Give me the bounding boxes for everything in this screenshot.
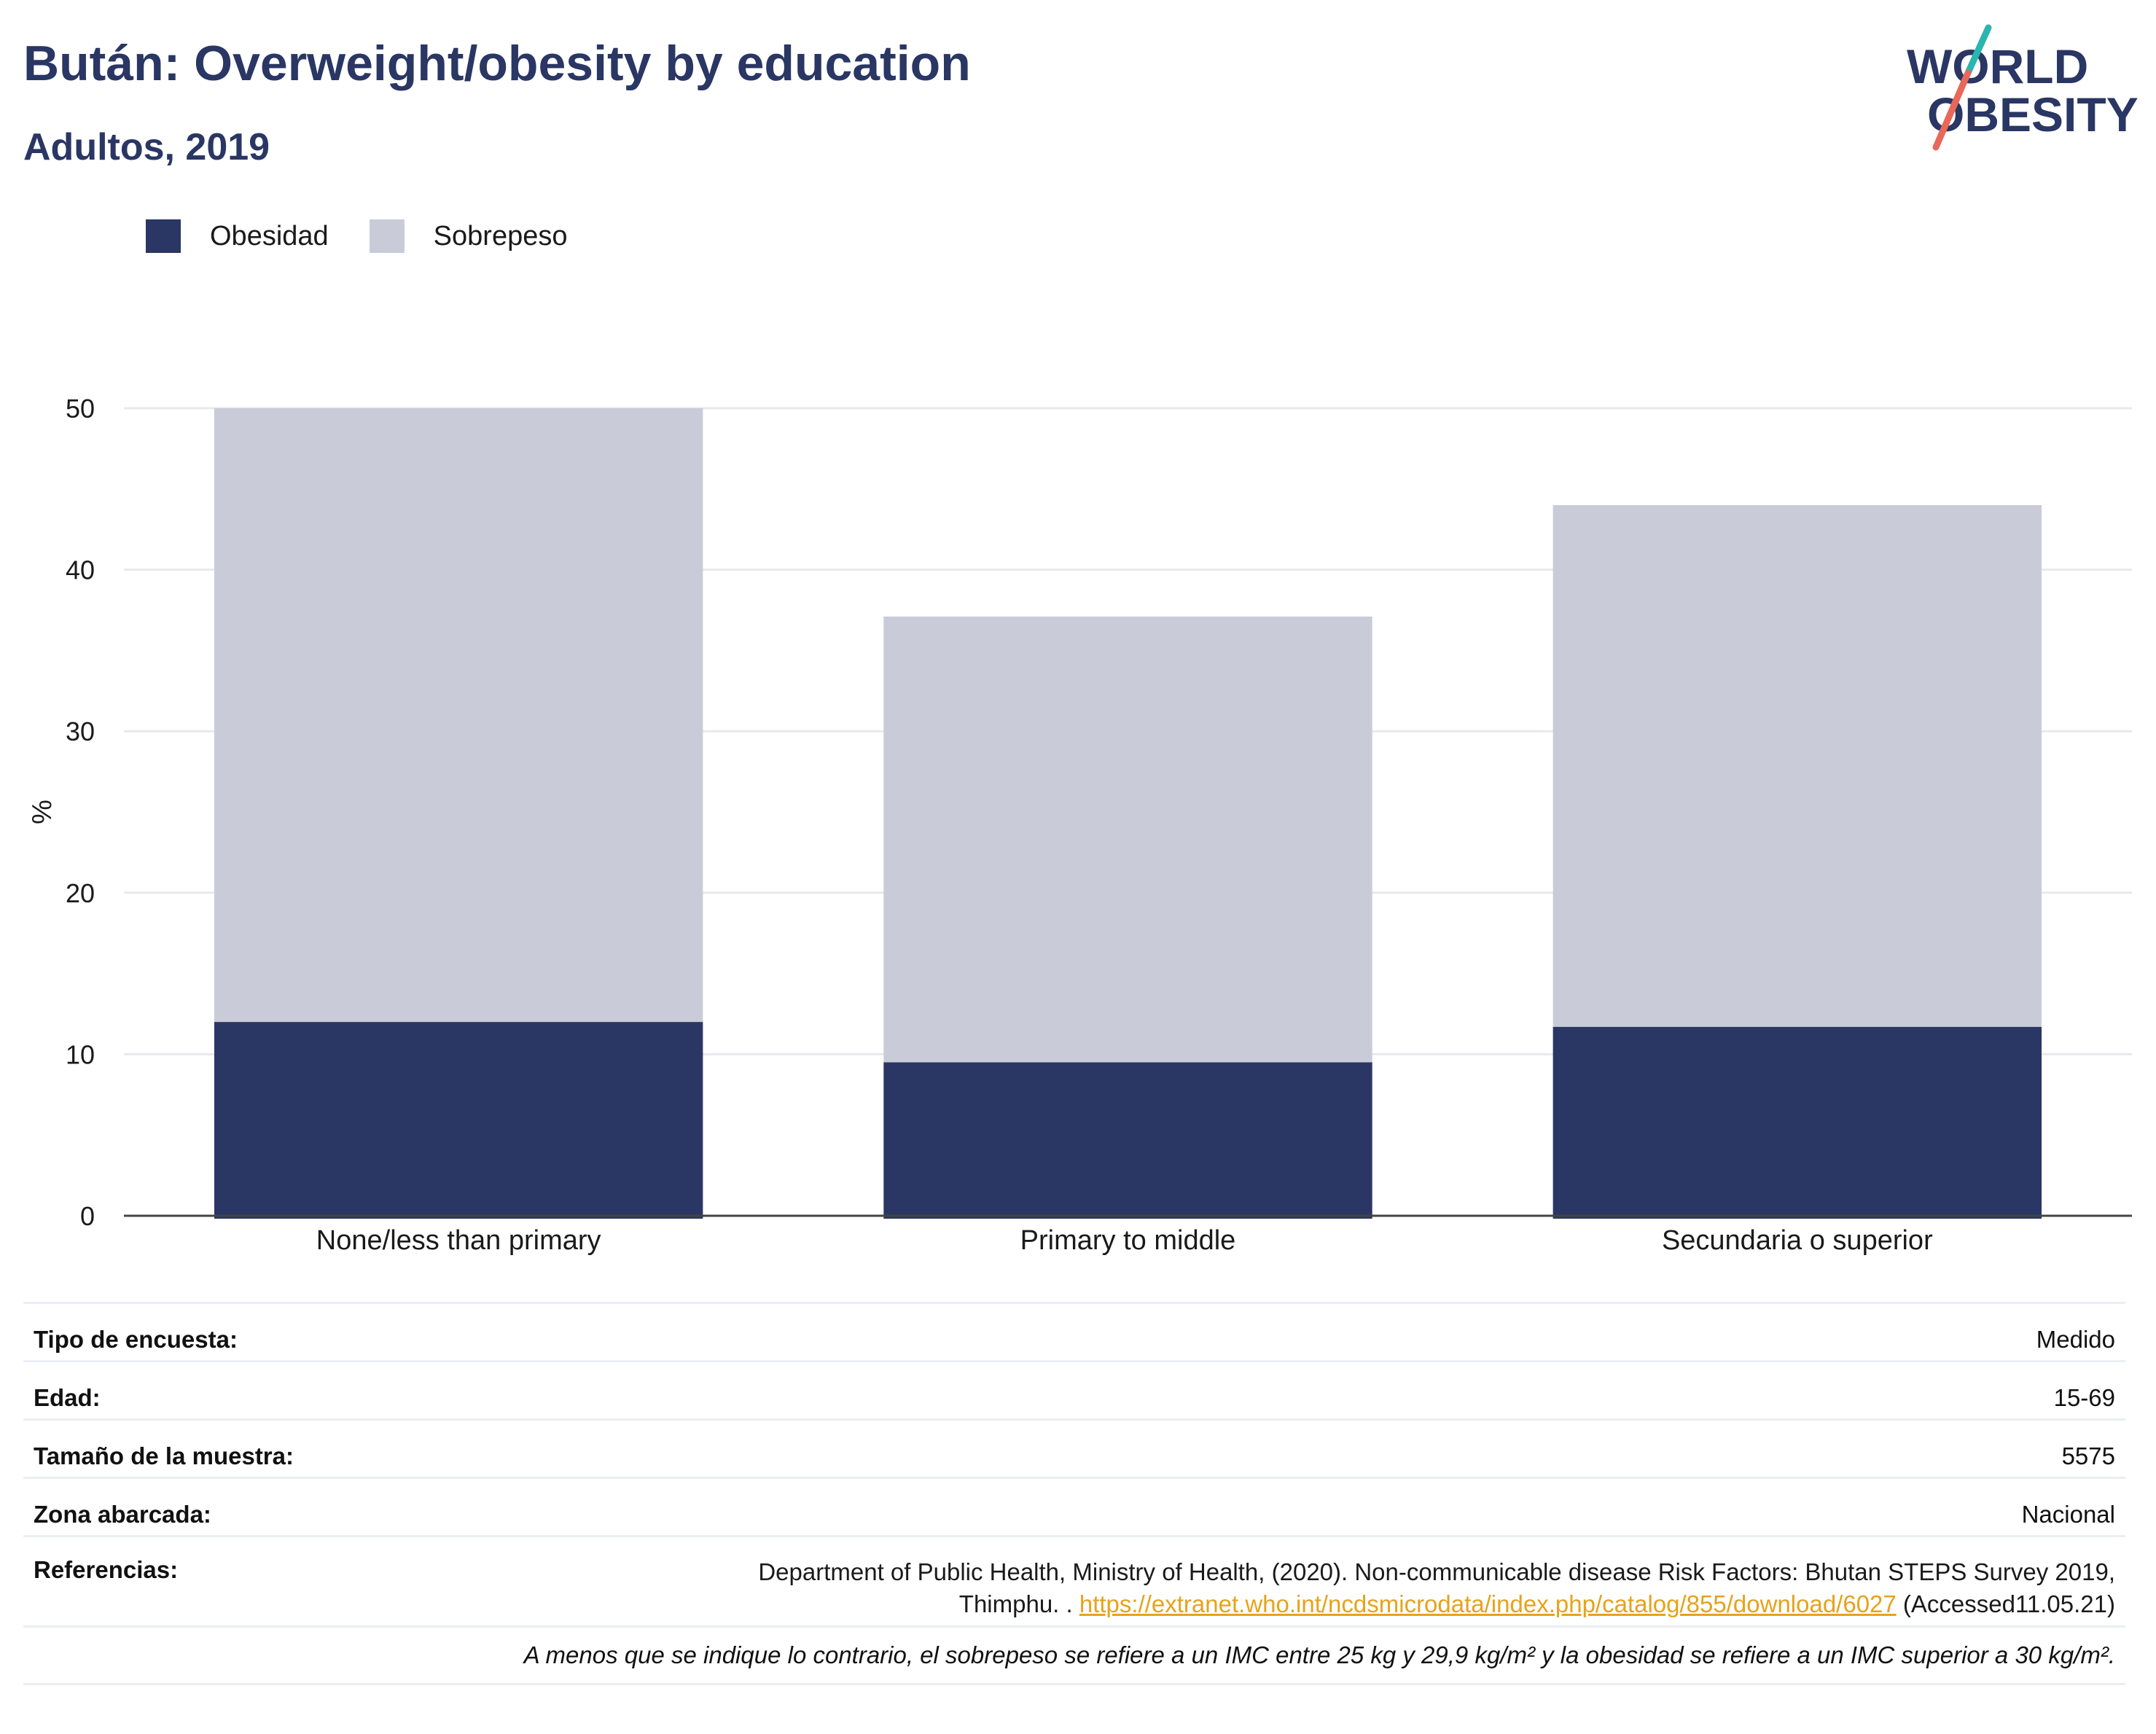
legend: Obesidad Sobrepeso (146, 217, 608, 255)
y-axis-label: % (27, 800, 58, 824)
legend-item-overweight[interactable]: Sobrepeso (369, 219, 568, 253)
bar-obesity[interactable] (1552, 1026, 2042, 1219)
info-row-area: Zona abarcada: Nacional (23, 1477, 2125, 1535)
chart-subtitle: Adultos, 2019 (23, 126, 270, 168)
y-tick-label: 40 (66, 555, 95, 585)
bar-overweight[interactable] (1552, 504, 2042, 1027)
x-tick-label: None/less than primary (316, 1225, 601, 1256)
info-row-references: Referencias: Department of Public Health… (23, 1535, 2125, 1625)
bar-chart: 0 10 20 30 40 50% None/less than primary Primar… (27, 394, 2132, 1256)
x-tick-label: Secundaria o superior (1662, 1225, 1933, 1256)
legend-item-obesity[interactable]: Obesidad (146, 219, 329, 253)
references-suffix: (Accessed11.05.21) (1896, 1590, 2115, 1617)
legend-label-overweight: Sobrepeso (433, 220, 568, 251)
info-label-area: Zona abarcada: (34, 1501, 211, 1528)
info-value-age: 15-69 (2053, 1384, 2115, 1411)
references-text: Department of Public Health, Ministry of… (758, 1556, 2115, 1620)
info-row-age: Edad: 15-69 (23, 1360, 2125, 1418)
definition-note: A menos que se indique lo contrario, el … (23, 1625, 2125, 1685)
references-link[interactable]: https://extranet.who.int/ncdsmicrodata/i… (1079, 1590, 1897, 1617)
logo-slash-coral (1932, 69, 1972, 151)
info-row-survey-type: Tipo de encuesta: Medido (23, 1302, 2125, 1360)
info-value-survey-type: Medido (2036, 1326, 2115, 1353)
info-label-survey-type: Tipo de encuesta: (34, 1326, 238, 1353)
y-tick-label: 20 (66, 878, 95, 908)
y-tick-label: 0 (80, 1201, 95, 1231)
y-tick-label: 50 (66, 394, 95, 423)
references-prefix: Thimphu. . (958, 1590, 1079, 1617)
logo-text-obesity: OBESITY (1927, 87, 2139, 141)
legend-label-obesity: Obesidad (210, 220, 329, 251)
bar-obesity[interactable] (214, 1022, 703, 1219)
legend-swatch-obesity (146, 219, 181, 253)
y-tick-label: 30 (66, 716, 95, 746)
bar-overweight[interactable] (883, 616, 1372, 1063)
bar-obesity[interactable] (883, 1062, 1372, 1219)
logo-slash-teal (1964, 24, 1992, 77)
info-label-age: Edad: (34, 1384, 101, 1411)
info-value-sample-size: 5575 (2061, 1442, 2115, 1469)
legend-swatch-overweight (369, 219, 405, 253)
info-row-sample-size: Tamaño de la muestra: 5575 (23, 1418, 2125, 1477)
bar-overweight[interactable] (214, 408, 703, 1023)
info-label-sample-size: Tamaño de la muestra: (34, 1442, 294, 1469)
world-obesity-logo: WORLD OBESITY (1907, 24, 2139, 151)
survey-info-table: Tipo de encuesta: Medido Edad: 15-69 Tam… (23, 1302, 2125, 1685)
logo-text-world: WORLD (1907, 39, 2088, 93)
references-line-2: Thimphu. . https://extranet.who.int/ncds… (758, 1588, 2115, 1620)
references-line-1: Department of Public Health, Ministry of… (758, 1558, 2115, 1585)
x-tick-label: Primary to middle (1020, 1225, 1236, 1256)
y-tick-label: 10 (66, 1039, 95, 1069)
chart-title: Bután: Overweight/obesity by education (23, 36, 971, 91)
info-value-area: Nacional (2021, 1501, 2115, 1528)
info-label-references: Referencias: (34, 1556, 179, 1583)
